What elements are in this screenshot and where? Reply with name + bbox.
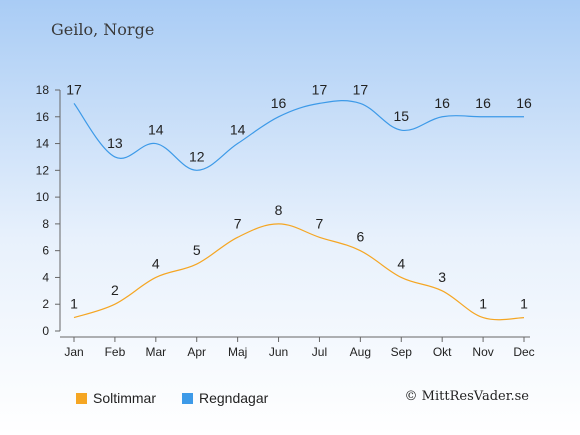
data-label-soltimmar: 8 [275,202,283,218]
copyright-text: © MittResVader.se [404,389,529,404]
x-tick-label: Nov [472,345,493,359]
series-line-regndagar [73,100,524,171]
y-tick-label: 2 [42,297,49,311]
data-label-regndagar: 17 [66,81,82,97]
x-tick-label: Sep [391,345,413,359]
data-label-regndagar: 17 [312,81,328,97]
data-label-regndagar: 14 [148,122,164,138]
data-label-regndagar: 15 [393,108,409,124]
data-label-regndagar: 12 [189,148,205,164]
y-tick-label: 10 [36,190,50,204]
legend-swatch-regndagar [182,392,193,404]
data-label-regndagar: 16 [516,95,532,111]
series-lines [73,100,525,321]
data-label-regndagar: 14 [230,122,246,138]
x-tick-label: Jun [269,345,288,359]
data-label-soltimmar: 4 [152,255,160,271]
data-label-regndagar: 13 [107,135,123,151]
data-label-soltimmar: 4 [397,255,405,271]
legend-swatch-soltimmar [76,392,87,404]
x-tick-label: Maj [228,345,247,359]
data-label-regndagar: 16 [434,95,450,111]
legend-label-soltimmar: Soltimmar [93,390,157,406]
y-tick-label: 0 [42,324,49,338]
y-tick-label: 12 [36,163,50,177]
x-tick-label: Apr [187,345,206,359]
y-tick-label: 18 [36,83,50,97]
legend-item-soltimmar: Soltimmar [76,390,156,406]
data-label-soltimmar: 7 [234,215,242,231]
location-title: Geilo, Norge [51,20,155,39]
data-label-soltimmar: 5 [193,242,201,258]
data-label-soltimmar: 1 [479,296,487,312]
series-line-soltimmar [73,223,525,321]
data-label-soltimmar: 1 [520,296,528,312]
x-tick-label: Mar [145,345,166,359]
legend-label-regndagar: Regndagar [199,390,269,406]
data-label-regndagar: 16 [271,95,287,111]
x-tick-label: Okt [433,345,452,359]
y-tick-label: 8 [42,217,49,231]
x-tick-label: Feb [105,345,126,359]
y-tick-label: 6 [42,244,49,258]
data-label-regndagar: 17 [353,81,369,97]
x-tick-label: Dec [513,345,534,359]
legend-item-regndagar: Regndagar [182,390,268,406]
x-tick-label: Jul [312,345,327,359]
data-label-regndagar: 16 [475,95,491,111]
y-tick-label: 14 [36,137,50,151]
data-label-soltimmar: 1 [70,296,78,312]
data-label-soltimmar: 3 [438,269,446,285]
x-tick-label: Jan [64,345,83,359]
data-label-soltimmar: 6 [356,229,364,245]
y-tick-label: 16 [36,110,50,124]
data-label-soltimmar: 2 [111,282,119,298]
data-label-soltimmar: 7 [316,215,324,231]
x-tick-label: Aug [350,345,371,359]
y-tick-label: 4 [42,270,49,284]
